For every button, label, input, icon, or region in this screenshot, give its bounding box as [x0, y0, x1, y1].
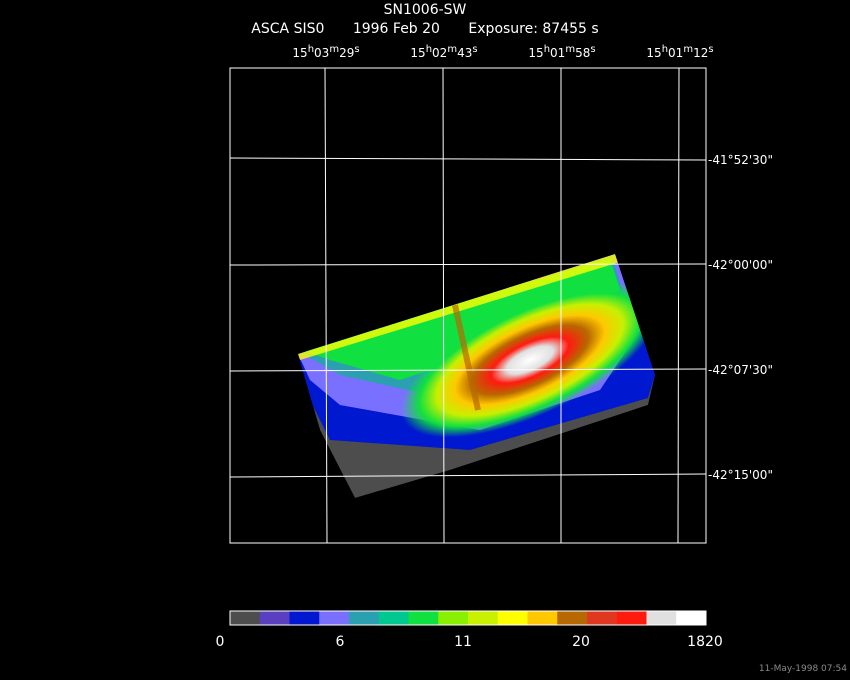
timestamp: 11-May-1998 07:54 [758, 664, 847, 674]
ra-grid-line [677, 67, 680, 544]
colorbar-label: 11 [454, 634, 472, 650]
colorbar-swatch [319, 611, 350, 625]
colorbar-swatch [378, 611, 409, 625]
dec-tick-label-2: -42°00'00" [708, 258, 773, 272]
dec-tick-label-3: -42°07'30" [708, 363, 773, 377]
ra-tick-label-1: 15h03m29s [292, 44, 360, 60]
dec-grid-line [229, 473, 707, 478]
colorbar-swatch [527, 611, 558, 625]
dec-tick-label-1: -41°52'30" [708, 153, 773, 167]
colorbar-swatch [349, 611, 380, 625]
colorbar-swatch [616, 611, 647, 625]
ra-tick-label-2: 15h02m43s [410, 44, 478, 60]
ra-tick-label-3: 15h01m58s [528, 44, 596, 60]
colorbar-label-min: 0 [215, 634, 225, 650]
colorbar-swatch [497, 611, 528, 625]
colorbar [230, 611, 707, 625]
colorbar-frame [229, 610, 707, 626]
xray-image [298, 254, 655, 498]
image-title: SN1006-SW [383, 2, 467, 18]
ra-tick-label-4: 15h01m12s [646, 44, 714, 60]
colorbar-swatch [438, 611, 469, 625]
colorbar-swatch [676, 611, 707, 625]
colorbar-swatch [557, 611, 588, 625]
colorbar-label-max: 1820 [687, 634, 723, 650]
colorbar-swatch [587, 611, 618, 625]
colorbar-swatch [259, 611, 290, 625]
ra-grid-line [324, 67, 328, 544]
colorbar-swatch [230, 611, 261, 625]
dec-tick-label-4: -42°15'00" [708, 468, 773, 482]
ra-grid-line [442, 67, 445, 544]
colorbar-label: 20 [572, 634, 590, 650]
colorbar-label: 6 [335, 634, 345, 650]
dec-grid-line [229, 368, 707, 372]
instrument-label: ASCA SIS0 [251, 21, 325, 37]
colorbar-swatch [289, 611, 320, 625]
plot-frame [229, 67, 707, 544]
coordinate-grid [229, 67, 707, 544]
image-subtitle: ASCA SIS0 1996 Feb 20 Exposure: 87455 s [0, 21, 850, 37]
dec-grid-line [229, 263, 707, 266]
colorbar-swatch [468, 611, 499, 625]
date-label: 1996 Feb 20 [352, 21, 440, 37]
colorbar-swatch [646, 611, 677, 625]
dec-grid-line [229, 157, 707, 161]
colorbar-swatch [408, 611, 439, 625]
exposure-label: Exposure: 87455 s [468, 21, 599, 37]
